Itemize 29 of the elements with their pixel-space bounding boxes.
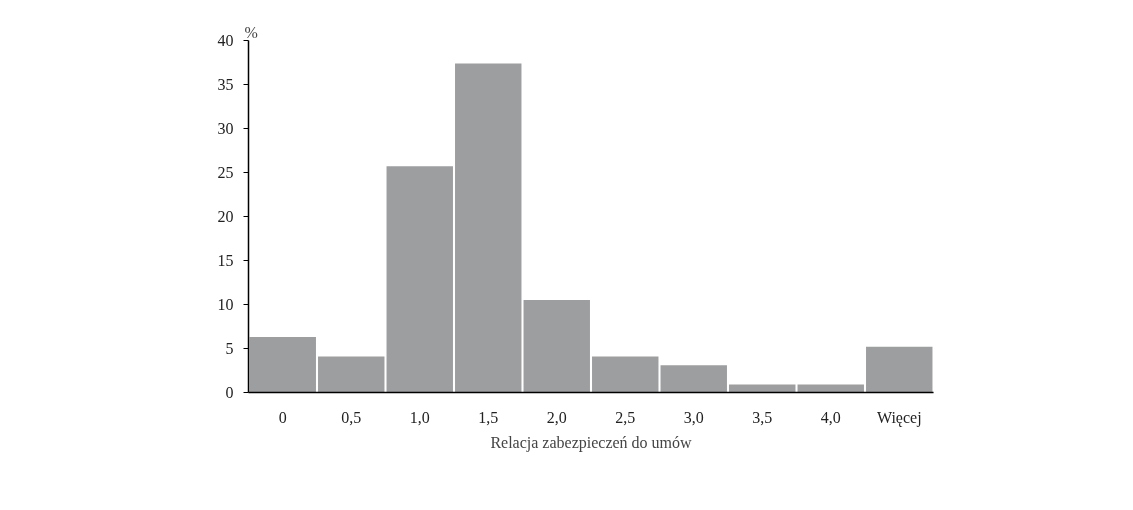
bar: [249, 337, 316, 393]
x-tick-label: 3,0: [683, 408, 704, 426]
x-tick-label: 2,0: [546, 408, 567, 426]
bar: [660, 365, 727, 393]
y-tick-label: 15: [217, 252, 234, 269]
x-tick-label: 1,0: [409, 408, 430, 426]
y-tick-label: 25: [217, 164, 234, 181]
y-tick-label: 40: [217, 32, 234, 49]
x-tick-label: 3,5: [752, 408, 773, 426]
y-axis-title: %: [244, 23, 258, 41]
bar: [386, 166, 453, 393]
bar: [523, 300, 590, 393]
y-tick-label: 30: [217, 120, 234, 137]
x-tick-label: 2,5: [615, 408, 636, 426]
x-tick-label: 0: [278, 408, 287, 426]
y-tick-label: 20: [217, 208, 234, 225]
x-tick-label: 4,0: [820, 408, 841, 426]
bar: [455, 63, 522, 393]
y-tick-label: 5: [225, 340, 234, 357]
y-tick-label: 10: [217, 296, 234, 313]
bar: [866, 346, 933, 393]
bar: [592, 356, 659, 393]
y-tick-label: 35: [217, 76, 234, 93]
bar: [318, 356, 385, 393]
x-tick-label: Więcej: [876, 408, 922, 427]
x-tick-label: 1,5: [478, 408, 499, 426]
y-tick-label: 0: [225, 384, 234, 401]
x-tick-label: 0,5: [341, 408, 362, 426]
x-axis-title: Relacja zabezpieczeń do umów: [490, 433, 693, 452]
